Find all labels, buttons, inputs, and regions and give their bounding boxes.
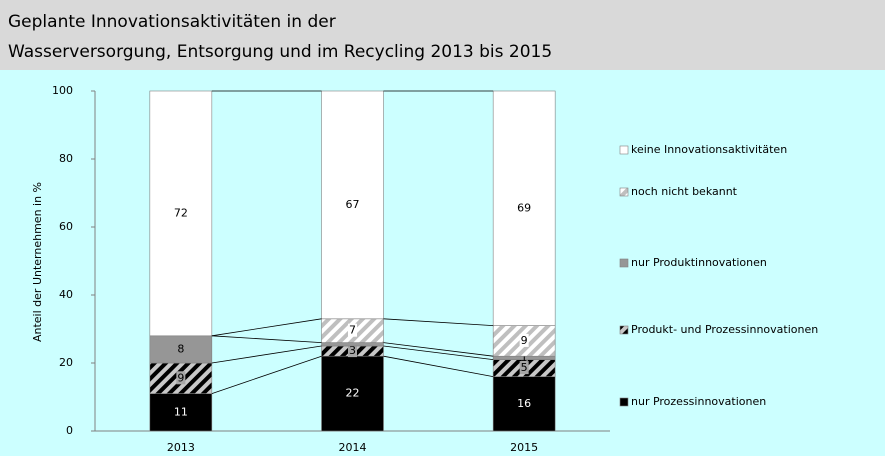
bar-segment [149,393,213,432]
legend-swatch [619,187,629,197]
legend-label: nur Prozessinnovationen [631,395,766,408]
bar-segment [321,342,384,347]
bar-segment [321,355,384,432]
x-tick-label: 2014 [339,441,367,454]
data-label: 22 [346,387,360,400]
y-axis-label: Anteil der Unternehmen in % [31,182,44,342]
series-line [383,318,494,326]
y-tick-label: 40 [59,288,73,301]
data-label: 3 [349,344,356,357]
chart-title: Geplante Innovationsaktivitäten in der [8,12,336,32]
series-line [211,355,322,394]
bar-segment [492,376,556,432]
label-bg [519,361,529,375]
y-tick-label: 60 [59,220,73,233]
legend-swatch [619,325,629,335]
legend-swatch [619,397,629,407]
legend-label: nur Produktinnovationen [631,256,767,269]
label-bg [348,323,357,337]
data-label: 7 [349,324,356,337]
y-tick-label: 80 [59,152,73,165]
data-label: 69 [517,201,531,214]
x-tick-label: 2013 [167,441,195,454]
bar-segment [492,90,556,326]
series-line [383,345,494,360]
bar-segment [149,335,213,364]
data-label: 72 [174,206,188,219]
legend-swatch [619,258,629,268]
y-tick-label: 20 [59,356,73,369]
x-tick-label: 2015 [510,441,538,454]
series-line [211,335,322,343]
data-label: 5 [521,361,528,374]
legend-label: noch nicht bekannt [631,185,738,198]
bar-segment [149,90,213,337]
chart-subtitle: Wasserversorgung, Entsorgung und im Recy… [8,42,552,62]
series-line [211,345,322,364]
y-tick-label: 100 [52,84,73,97]
label-bg [176,371,186,385]
legend-label: keine Innovationsaktivitäten [631,143,787,156]
series-line [211,318,322,337]
legend-swatch [619,145,629,155]
y-tick-label: 0 [66,424,73,437]
series-line [383,355,494,377]
title-band [0,0,885,70]
data-label: 8 [177,342,184,355]
data-label: 11 [174,405,188,418]
data-label: 9 [521,334,528,347]
legend-label: Produkt- und Prozessinnovationen [631,323,818,336]
data-label: 16 [517,397,531,410]
label-bg [348,344,357,358]
bar-segment [321,90,384,320]
data-label: 1 [521,351,528,364]
data-label: 67 [346,198,360,211]
series-line [383,342,494,357]
data-label: 9 [177,371,184,384]
label-bg [519,333,529,347]
